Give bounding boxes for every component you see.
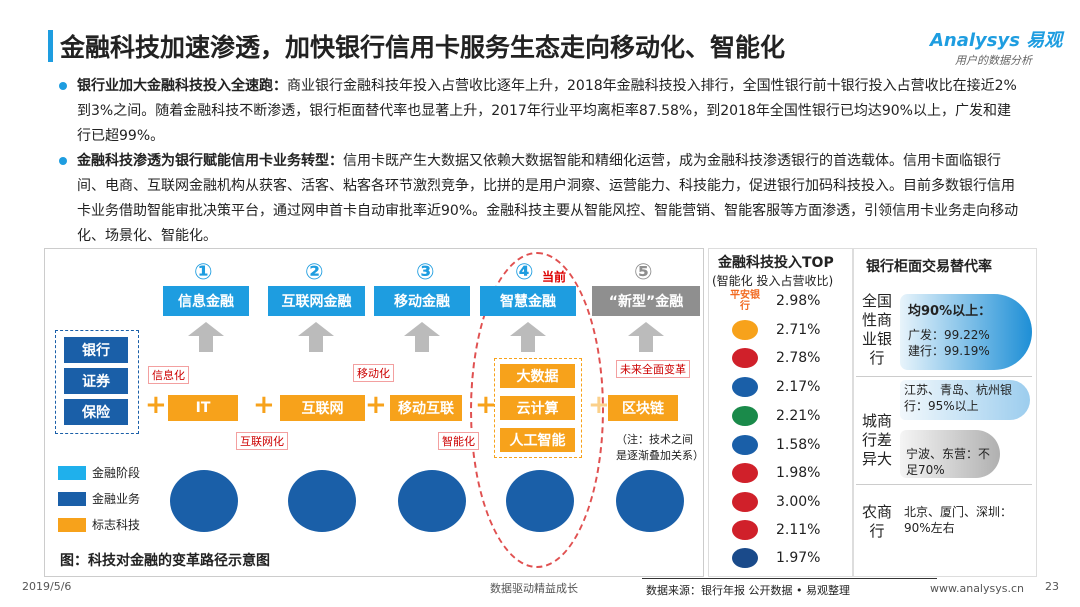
- legend-label: 金融业务: [92, 492, 141, 506]
- group-line: 均90%以上：: [908, 304, 992, 319]
- top-value: 2.21%: [776, 408, 821, 424]
- bullet: 银行业加大金融科技投入全速跑：商业银行金融科技年投入占营收比逐年上升，2018年…: [55, 74, 1020, 149]
- bank-logo: 平安银行: [730, 290, 760, 312]
- bullet-text: 信用卡既产生大数据又依赖大数据智能和精细化运营，成为金融科技渗透银行的首选载体。…: [77, 153, 1019, 244]
- stage-num: ③: [416, 260, 435, 285]
- stage-num: ⑤: [634, 260, 653, 285]
- business: 保险: [64, 399, 128, 425]
- stage-num: ④: [515, 260, 534, 285]
- current-label: 当前: [542, 270, 567, 284]
- group-line: 宁波、东营：不足70%: [906, 447, 991, 477]
- caption: 图：科技对金融的变革路径示意图: [60, 553, 270, 569]
- group-line: 广发：99.22%: [908, 328, 990, 342]
- top-value: 2.11%: [776, 522, 821, 538]
- group-name: 全国性商业银行: [861, 292, 892, 367]
- business-group: [55, 330, 139, 434]
- note-line: （注：技术之间: [616, 433, 693, 446]
- slogan: 数据驱动精益成长: [490, 582, 578, 595]
- brand: Analysys 易观: [930, 26, 1062, 52]
- legend-label: 金融阶段: [92, 466, 141, 480]
- tagline: 用户的数据分析: [955, 54, 1032, 67]
- bullets: 银行业加大金融科技投入全速跑：商业银行金融科技年投入占营收比逐年上升，2018年…: [55, 74, 1020, 249]
- transition: 信息化: [148, 366, 189, 384]
- transition: 互联网化: [236, 432, 288, 450]
- top-subtitle: (智能化 投入占营收比): [712, 274, 834, 288]
- transition: 移动化: [353, 364, 394, 382]
- top-panel: [708, 248, 854, 577]
- group-line: 江苏、青岛、杭州银行：95%以上: [904, 383, 1013, 413]
- tech: 移动互联: [390, 395, 462, 421]
- stage: “新型”金融: [592, 286, 700, 316]
- tech: 互联网: [280, 395, 365, 421]
- stage-num: ②: [305, 260, 324, 285]
- diagram-panel: [44, 248, 704, 577]
- transition: 未来全面变革: [616, 360, 690, 378]
- note-line: 是逐渐叠加关系）: [616, 449, 704, 462]
- top-value: 3.00%: [776, 494, 821, 510]
- group-line: 建行：99.19%: [908, 344, 990, 358]
- bullet: 金融科技渗透为银行赋能信用卡业务转型：信用卡既产生大数据又依赖大数据智能和精细化…: [55, 149, 1020, 249]
- stage-num: ①: [194, 260, 213, 285]
- top-value: 1.98%: [776, 465, 821, 481]
- icon: [616, 470, 684, 532]
- top-value: 2.71%: [776, 322, 821, 338]
- top-value: 2.17%: [776, 379, 821, 395]
- top-title: 金融科技投入TOP: [718, 255, 834, 271]
- tech: 人工智能: [500, 428, 575, 452]
- stage: 智慧金融: [480, 286, 576, 316]
- icon: [288, 470, 356, 532]
- icon: [398, 470, 466, 532]
- source: 数据来源：银行年报 公开数据 • 易观整理: [646, 584, 850, 597]
- bullet-lead: 金融科技渗透为银行赋能信用卡业务转型：: [77, 153, 343, 169]
- group-line: 北京、厦门、深圳：90%左右: [904, 505, 1013, 535]
- substitution-title: 银行柜面交易替代率: [866, 259, 992, 275]
- transition: 智能化: [438, 432, 479, 450]
- top-value: 2.78%: [776, 350, 821, 366]
- tech: 大数据: [500, 364, 575, 388]
- legend-label: 标志科技: [92, 518, 141, 532]
- brand-en: Analysys: [930, 30, 1020, 51]
- business: 银行: [64, 337, 128, 363]
- stage: 信息金融: [163, 286, 249, 316]
- tech: 云计算: [500, 396, 575, 420]
- tech: 区块链: [608, 395, 678, 421]
- page-number: 23: [1045, 580, 1059, 593]
- tech: IT: [168, 395, 238, 421]
- substitution-panel: [852, 248, 1037, 577]
- title: 金融科技加速渗透，加快银行信用卡服务生态走向移动化、智能化: [60, 33, 786, 62]
- top-value: 2.98%: [776, 293, 821, 309]
- icon: [170, 470, 238, 532]
- url: www.analysys.cn: [930, 582, 1024, 595]
- bullet-lead: 银行业加大金融科技投入全速跑：: [77, 78, 287, 94]
- group-name: 农商行: [861, 503, 892, 540]
- current-ellipse: [470, 252, 604, 568]
- top-value: 1.58%: [776, 437, 821, 453]
- bullet-text: 商业银行金融科技年投入占营收比逐年上升，2018年金融科技投入排行，全国性银行前…: [77, 78, 1017, 144]
- group-name: 城商行差异大: [861, 412, 892, 468]
- top-value: 1.97%: [776, 550, 821, 566]
- stage: 移动金融: [374, 286, 470, 316]
- title-bar: [48, 30, 53, 62]
- note: （注：技术之间 是逐渐叠加关系）: [616, 432, 704, 464]
- icon: [506, 470, 574, 532]
- date: 2019/5/6: [22, 580, 72, 593]
- business: 证券: [64, 368, 128, 394]
- stage: 互联网金融: [268, 286, 365, 316]
- brand-cn: 易观: [1026, 30, 1063, 51]
